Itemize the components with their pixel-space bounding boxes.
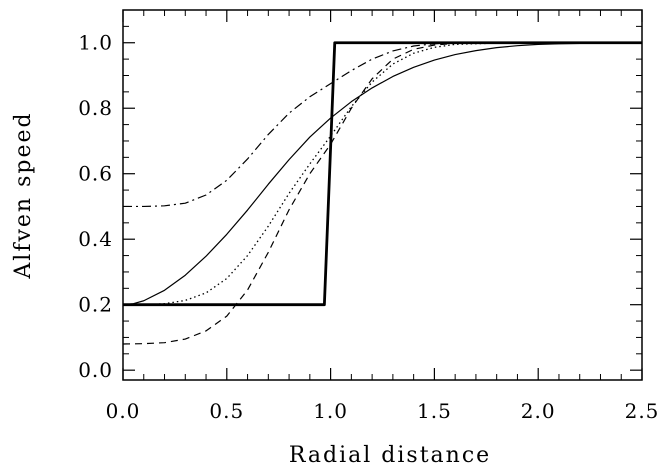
y-tick-label: 1.0 xyxy=(78,31,113,55)
x-tick-label: 2.0 xyxy=(521,399,556,423)
x-tick-label: 2.5 xyxy=(625,399,660,423)
tick-labels: 0.0 0.5 1.0 1.5 2.0 2.5 0.0 0.2 0.4 0.6 0.8 1.0 xyxy=(78,31,660,423)
series-line-solid xyxy=(122,42,642,306)
y-tick-label: 0.4 xyxy=(78,227,113,251)
series-line-dashdot xyxy=(123,42,642,208)
x-tick-label: 1.0 xyxy=(313,399,348,423)
y-tick-label: 0.8 xyxy=(78,96,113,120)
plot-frame xyxy=(122,9,643,381)
y-tick-label: 0.0 xyxy=(78,358,113,382)
x-tick-label: 0.0 xyxy=(106,399,141,423)
x-tick-label: 1.5 xyxy=(417,399,452,423)
y-axis-title: Alfven speed xyxy=(11,111,36,279)
y-tick-label: 0.6 xyxy=(78,162,113,186)
series-layer xyxy=(122,41,642,345)
x-axis-title: Radial distance xyxy=(289,443,491,468)
series-line-dashed xyxy=(122,42,642,345)
axis-ticks xyxy=(122,9,643,380)
x-tick-label: 0.5 xyxy=(209,399,244,423)
y-tick-label: 0.2 xyxy=(78,293,113,317)
